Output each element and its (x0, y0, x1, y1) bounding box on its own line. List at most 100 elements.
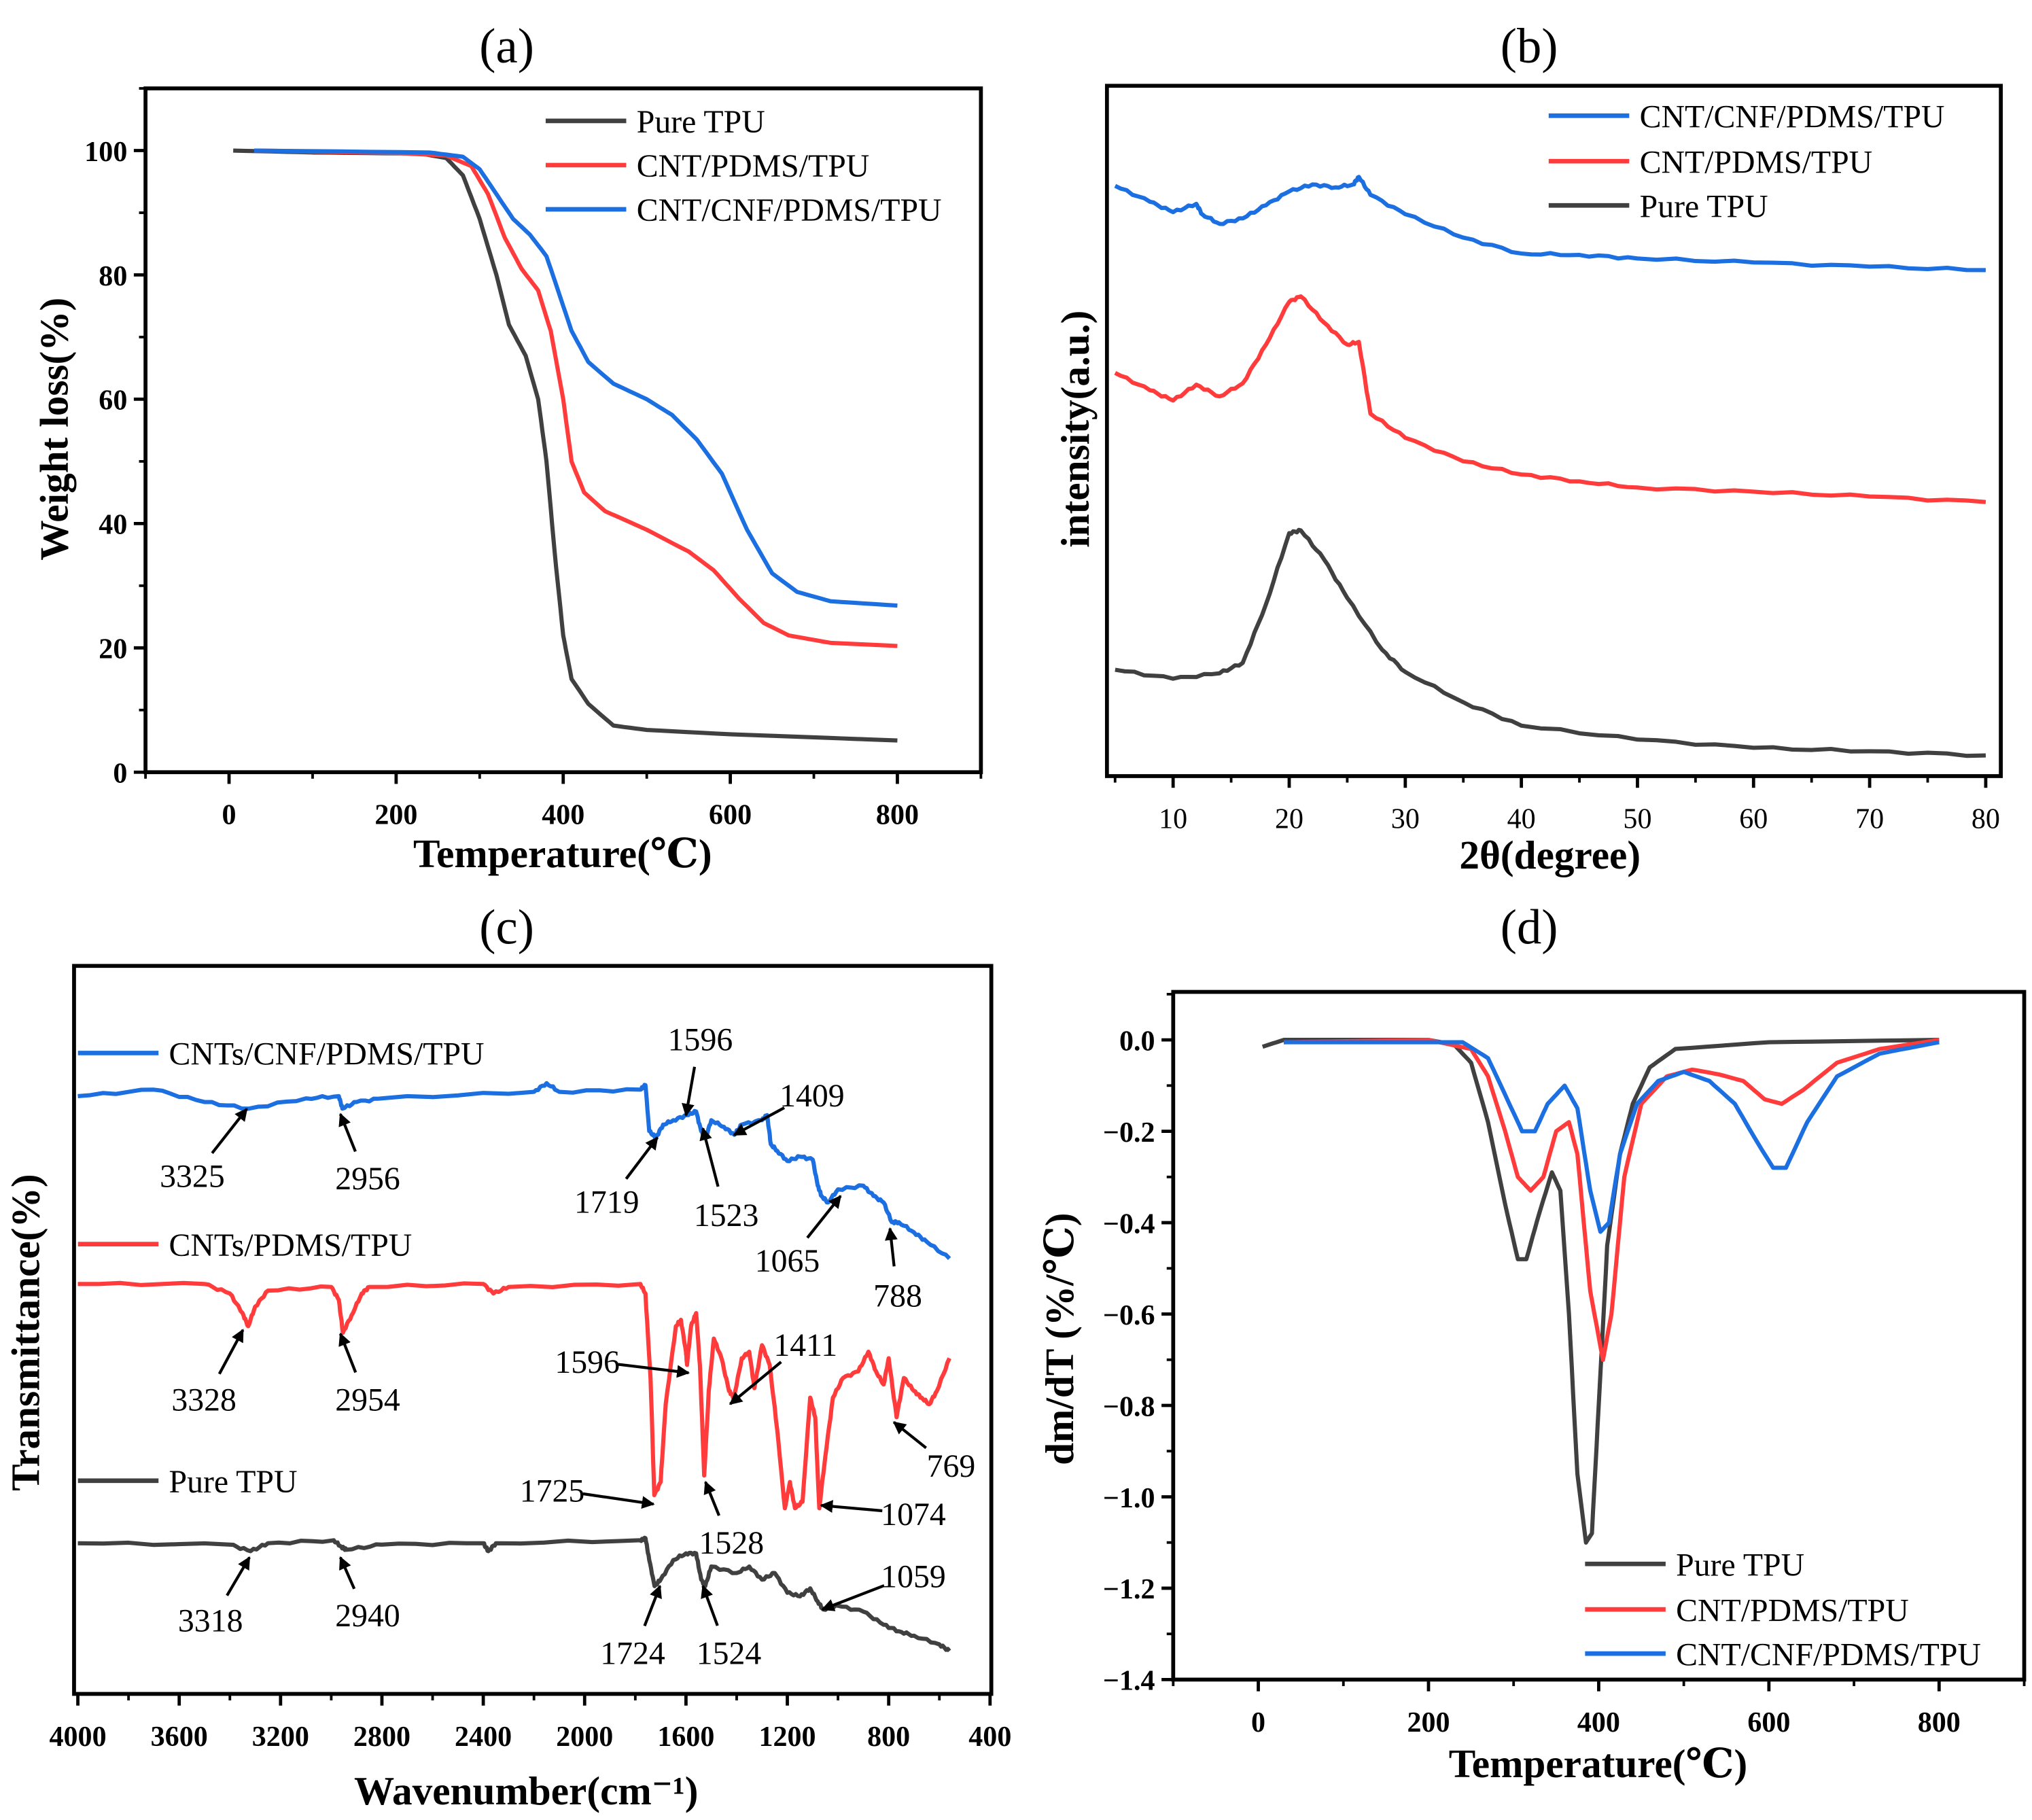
peak-annotation: 3318 (178, 1556, 251, 1639)
x-axis-label: 2θ(degree) (1459, 833, 1641, 877)
series-line-pure (233, 148, 898, 743)
chart-panel-c: (c) 4000 3600 3200 2800 2400 2000 1600 1200 800 40… (3, 900, 1011, 1813)
panel-title: (a) (479, 18, 534, 73)
annotation-arrow (885, 1227, 898, 1267)
plot-frame (143, 86, 983, 775)
panel-title: (b) (1501, 18, 1558, 73)
y-tick-label: −0.8 (1103, 1391, 1155, 1422)
annotation-label: 2956 (335, 1161, 400, 1197)
annotation-label: 788 (873, 1278, 922, 1314)
annotation-label: 1719 (574, 1185, 640, 1221)
legend-label: Pure TPU (637, 104, 765, 140)
x-tick-label: 80 (1972, 803, 2000, 835)
peak-annotation: 1719 (574, 1136, 659, 1221)
x-tick-label: 3600 (151, 1721, 208, 1753)
y-tick-label: 20 (99, 634, 127, 665)
series-line-pdms (1283, 1038, 1940, 1362)
annotation-label: 1411 (773, 1327, 837, 1363)
legend: CNTs/CNF/PDMS/TPU CNTs/PDMS/TPU Pure TPU (77, 1036, 485, 1500)
legend-label: CNT/CNF/PDMS/TPU (1676, 1637, 1981, 1673)
x-tick-label: 70 (1855, 803, 1884, 835)
annotation-label: 1596 (668, 1022, 733, 1058)
x-tick-label: 10 (1159, 803, 1187, 835)
series-line-pdms (1114, 294, 1986, 504)
x-tick-label: 40 (1507, 803, 1536, 835)
peak-annotation: 2954 (335, 1332, 400, 1418)
x-tick-label: 0 (222, 800, 237, 831)
x-axis-label: Wavenumber(cm⁻¹) (354, 1768, 698, 1813)
annotation-arrow (618, 1363, 690, 1378)
annotation-label: 1725 (520, 1473, 585, 1509)
peak-annotation: 1523 (694, 1127, 758, 1233)
x-tick-label: 0 (1251, 1707, 1265, 1738)
peak-annotation: 1528 (699, 1480, 765, 1561)
x-tick-label: 20 (1275, 803, 1303, 835)
series-line-pdms (253, 148, 898, 648)
annotation-arrow (625, 1136, 659, 1180)
peak-annotation: 1409 (733, 1078, 845, 1136)
peak-annotation: 769 (892, 1421, 976, 1484)
annotation-arrow (643, 1584, 662, 1627)
x-tick-label: 4000 (50, 1721, 107, 1753)
annotation-arrow (338, 1113, 357, 1153)
peak-annotation: 1411 (729, 1327, 837, 1405)
annotation-label: 1409 (779, 1078, 845, 1114)
annotation-arrow (217, 1329, 245, 1375)
legend-label: CNT/PDMS/TPU (637, 148, 870, 184)
chart-panel-b: (b) 10 20 30 40 50 60 70 80 2θ(degree) intensity(a… (1053, 18, 2003, 877)
y-tick-label: −0.2 (1103, 1117, 1155, 1149)
legend-label: CNT/CNF/PDMS/TPU (1640, 99, 1945, 135)
peak-annotation: 1059 (821, 1559, 946, 1611)
x-tick-label: 2800 (353, 1721, 410, 1753)
y-tick-label: 0.0 (1119, 1026, 1155, 1057)
chart-panel-d: (d) 0 200 400 600 800 0.0 −0.2 −0.4 −0.6 −0.8 −1.0 −… (1037, 900, 2027, 1786)
chart-panel-a: (a) 0 200 400 600 800 0 20 40 60 80 100 Temperature(… (31, 18, 983, 876)
annotation-label: 1059 (881, 1559, 946, 1595)
x-tick-label: 3200 (252, 1721, 309, 1753)
series-line-cnf (253, 148, 898, 608)
y-tick-label: 60 (99, 385, 127, 417)
y-axis-label: Transmittance(%) (3, 1174, 48, 1490)
annotation-arrow (701, 1584, 719, 1626)
x-tick-label: 50 (1623, 803, 1651, 835)
annotation-arrow (892, 1421, 928, 1450)
x-tick-label: 60 (1739, 803, 1768, 835)
annotation-label: 1724 (600, 1635, 665, 1671)
x-tick-label: 2400 (455, 1721, 512, 1753)
peak-annotation: 1725 (520, 1473, 655, 1509)
panel-title: (c) (479, 900, 534, 955)
legend-label: Pure TPU (169, 1464, 298, 1500)
annotation-arrow (729, 1361, 782, 1405)
x-tick-label: 600 (1747, 1707, 1790, 1738)
peak-annotation: 1524 (697, 1584, 761, 1671)
x-tick-label: 1600 (657, 1721, 714, 1753)
annotation-label: 1528 (699, 1525, 765, 1561)
y-tick-label: −0.4 (1103, 1208, 1155, 1240)
y-tick-label: 80 (99, 261, 127, 292)
x-tick-label: 200 (374, 800, 417, 831)
annotation-label: 3318 (178, 1603, 243, 1639)
y-tick-label: −0.6 (1103, 1300, 1155, 1331)
annotation-arrow (703, 1480, 720, 1516)
annotation-arrow (211, 1108, 248, 1155)
y-tick-label: −1.0 (1103, 1483, 1155, 1514)
x-tick-label: 400 (542, 800, 584, 831)
series-line-cnf (1114, 175, 1986, 273)
x-tick-label: 2000 (556, 1721, 613, 1753)
series-line-pdms (77, 1280, 951, 1511)
y-tick-label: −1.2 (1103, 1574, 1155, 1605)
peak-annotation: 2940 (335, 1556, 400, 1634)
legend-label: Pure TPU (1640, 188, 1768, 224)
peak-annotation: 1596 (668, 1022, 733, 1117)
annotation-arrow (806, 1195, 842, 1239)
x-tick-label: 200 (1407, 1707, 1450, 1738)
plot-frame (1104, 84, 2003, 778)
annotation-arrow (582, 1492, 655, 1509)
annotation-label: 1065 (755, 1243, 820, 1279)
x-tick-label: 800 (876, 800, 919, 831)
peak-annotation: 1596 (555, 1344, 690, 1380)
x-tick-label: 800 (867, 1721, 910, 1753)
x-axis-label: Temperature(℃) (413, 831, 712, 876)
annotation-label: 769 (927, 1448, 976, 1484)
